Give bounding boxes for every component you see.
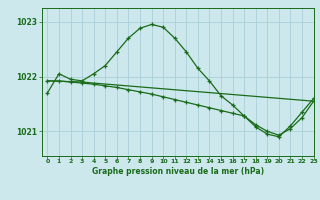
X-axis label: Graphe pression niveau de la mer (hPa): Graphe pression niveau de la mer (hPa): [92, 167, 264, 176]
